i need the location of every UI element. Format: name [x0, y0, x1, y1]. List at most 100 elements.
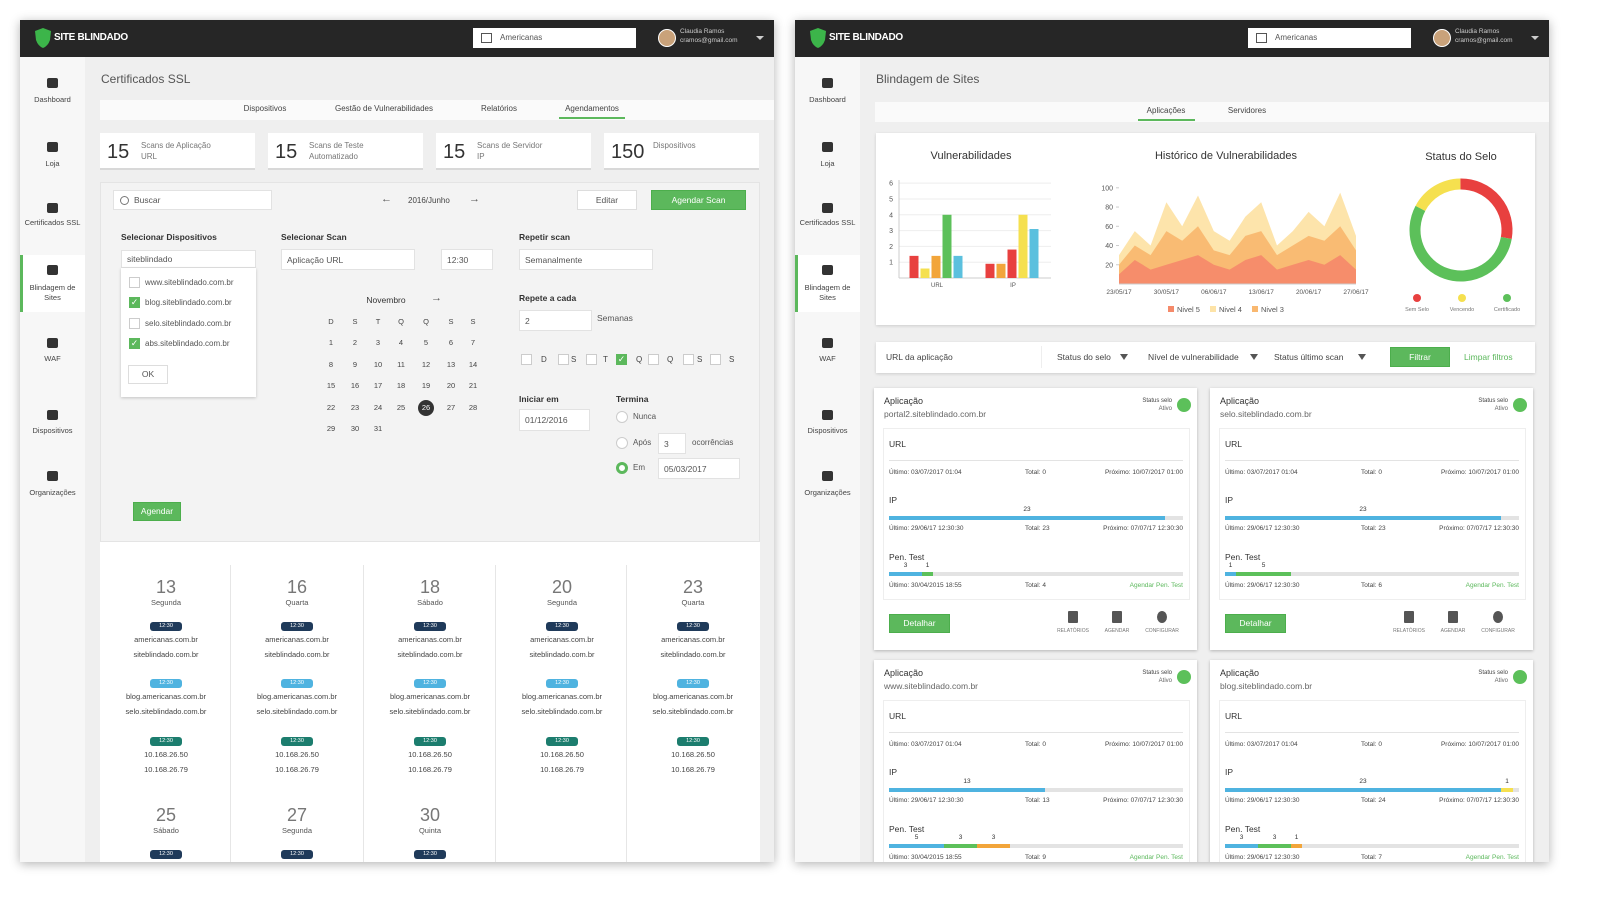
calendar-day[interactable]: 12 — [421, 360, 431, 369]
device-option[interactable]: selo.siteblindado.com.br — [145, 319, 232, 328]
tab[interactable]: Aplicações — [1146, 106, 1186, 115]
calendar-day[interactable]: 15 — [326, 381, 336, 390]
nav-item[interactable]: Certificados SSL — [795, 197, 860, 239]
calendar-day[interactable]: 5 — [423, 338, 429, 347]
calendar-day[interactable]: 20 — [446, 381, 456, 390]
calendar-day[interactable]: 14 — [468, 360, 478, 369]
calendar-day[interactable]: 27 — [446, 403, 456, 412]
calendar-day[interactable]: 2 — [352, 338, 358, 347]
calendar-day[interactable]: 13 — [446, 360, 456, 369]
caret[interactable] — [1531, 36, 1539, 40]
tab[interactable]: Servidores — [1227, 106, 1267, 115]
calendar-day[interactable]: 1 — [328, 338, 334, 347]
action-icon[interactable] — [1157, 611, 1167, 623]
checkbox[interactable] — [683, 354, 694, 365]
filter-url[interactable] — [881, 346, 1042, 368]
detail-button[interactable]: Detalhar — [1225, 614, 1286, 633]
search-input[interactable]: Buscar — [113, 190, 272, 210]
device-input[interactable]: siteblindado — [121, 250, 256, 268]
calendar-day[interactable]: 11 — [397, 360, 405, 369]
filter-select[interactable]: Status do selo — [1057, 352, 1111, 362]
edit-button[interactable]: Editar — [577, 190, 637, 210]
nav-item[interactable]: WAF — [795, 332, 860, 374]
next-arrow[interactable]: → — [469, 193, 480, 205]
device-option[interactable]: blog.siteblindado.com.br — [145, 298, 232, 307]
calendar-day[interactable]: 25 — [396, 403, 406, 412]
calendar-day[interactable]: 22 — [326, 403, 336, 412]
calendar-day[interactable]: 16 — [350, 381, 360, 390]
calendar-day[interactable]: 7 — [470, 338, 476, 347]
checkbox[interactable] — [129, 318, 140, 329]
action-icon[interactable] — [1493, 611, 1503, 623]
nav-item[interactable]: Dashboard — [795, 72, 860, 114]
radio[interactable] — [616, 411, 628, 423]
start-input[interactable]: 01/12/2016 — [519, 409, 590, 431]
filter-select[interactable]: Nível de vulnerabilidade — [1148, 352, 1239, 362]
calendar-day[interactable]: 9 — [352, 360, 358, 369]
calendar-day[interactable]: 24 — [373, 403, 383, 412]
calendar-day[interactable]: 28 — [468, 403, 478, 412]
nav-item[interactable]: Loja — [795, 136, 860, 178]
calendar-day[interactable]: 17 — [373, 381, 383, 390]
checkbox[interactable] — [710, 354, 721, 365]
action-icon[interactable] — [1112, 611, 1122, 623]
repeat-input[interactable]: Semanalmente — [519, 249, 653, 270]
every-input[interactable]: 2 — [519, 310, 592, 331]
action-icon[interactable] — [1448, 611, 1458, 623]
calendar-day[interactable]: 30 — [350, 424, 360, 433]
calendar-day[interactable]: 31 — [373, 424, 383, 433]
calendar-day[interactable]: 29 — [326, 424, 336, 433]
checkbox[interactable]: ✓ — [129, 297, 140, 308]
calendar-day[interactable]: 21 — [468, 381, 478, 390]
nav-item[interactable]: Dashboard — [20, 72, 85, 114]
filter-select[interactable]: Status último scan — [1274, 352, 1344, 362]
pen-test-link[interactable]: Agendar Pen. Test — [1129, 582, 1183, 589]
end-input[interactable]: 05/03/2017 — [658, 458, 740, 479]
caret[interactable] — [756, 36, 764, 40]
tab[interactable]: Agendamentos — [565, 104, 619, 113]
checkbox[interactable]: ✓ — [616, 354, 627, 365]
detail-button[interactable]: Detalhar — [889, 614, 950, 633]
clear-filters[interactable]: Limpar filtros — [1464, 352, 1513, 362]
nav-item[interactable]: Dispositivos — [20, 404, 85, 446]
search-box[interactable]: Americanas — [1248, 28, 1411, 48]
checkbox[interactable] — [586, 354, 597, 365]
scan-input[interactable]: Aplicação URL — [281, 249, 415, 270]
calendar-day[interactable]: 10 — [373, 360, 383, 369]
checkbox[interactable] — [648, 354, 659, 365]
calendar-day[interactable]: 19 — [421, 381, 431, 390]
submit-button[interactable]: Agendar — [133, 502, 181, 521]
checkbox[interactable] — [129, 277, 140, 288]
search-box[interactable]: Americanas — [473, 28, 636, 48]
nav-item[interactable]: Loja — [20, 136, 85, 178]
nav-item[interactable]: Certificados SSL — [20, 197, 85, 239]
action-icon[interactable] — [1404, 611, 1414, 623]
tab[interactable]: Relatórios — [480, 104, 517, 113]
checkbox[interactable] — [521, 354, 532, 365]
calendar-day[interactable]: 23 — [350, 403, 360, 412]
pen-test-link[interactable]: Agendar Pen. Test — [1465, 854, 1519, 861]
calendar-day[interactable]: 4 — [398, 338, 404, 347]
checkbox[interactable] — [558, 354, 569, 365]
prev-arrow[interactable]: ← — [381, 193, 392, 205]
calendar-next[interactable]: → — [431, 292, 442, 304]
nav-item[interactable]: Blindagem de Sites — [795, 255, 860, 312]
calendar-day[interactable]: 26 — [421, 403, 431, 412]
schedule-button[interactable]: Agendar Scan — [651, 190, 746, 210]
action-icon[interactable] — [1068, 611, 1078, 623]
nav-item[interactable]: Dispositivos — [795, 404, 860, 446]
nav-item[interactable]: Organizações — [20, 465, 85, 507]
end-input[interactable]: 3 — [658, 433, 686, 454]
time-input[interactable]: 12:30 — [441, 249, 493, 270]
filter-button[interactable]: Filtrar — [1390, 347, 1450, 367]
nav-item[interactable]: WAF — [20, 332, 85, 374]
ok-button[interactable]: OK — [128, 365, 168, 384]
nav-item[interactable]: Organizações — [795, 465, 860, 507]
pen-test-link[interactable]: Agendar Pen. Test — [1465, 582, 1519, 589]
calendar-day[interactable]: 6 — [448, 338, 454, 347]
device-option[interactable]: www.siteblindado.com.br — [145, 278, 234, 287]
nav-item[interactable]: Blindagem de Sites — [20, 255, 85, 312]
radio[interactable] — [616, 462, 628, 474]
tab[interactable]: Gestão de Vulnerabilidades — [335, 104, 433, 113]
device-option[interactable]: abs.siteblindado.com.br — [145, 339, 230, 348]
